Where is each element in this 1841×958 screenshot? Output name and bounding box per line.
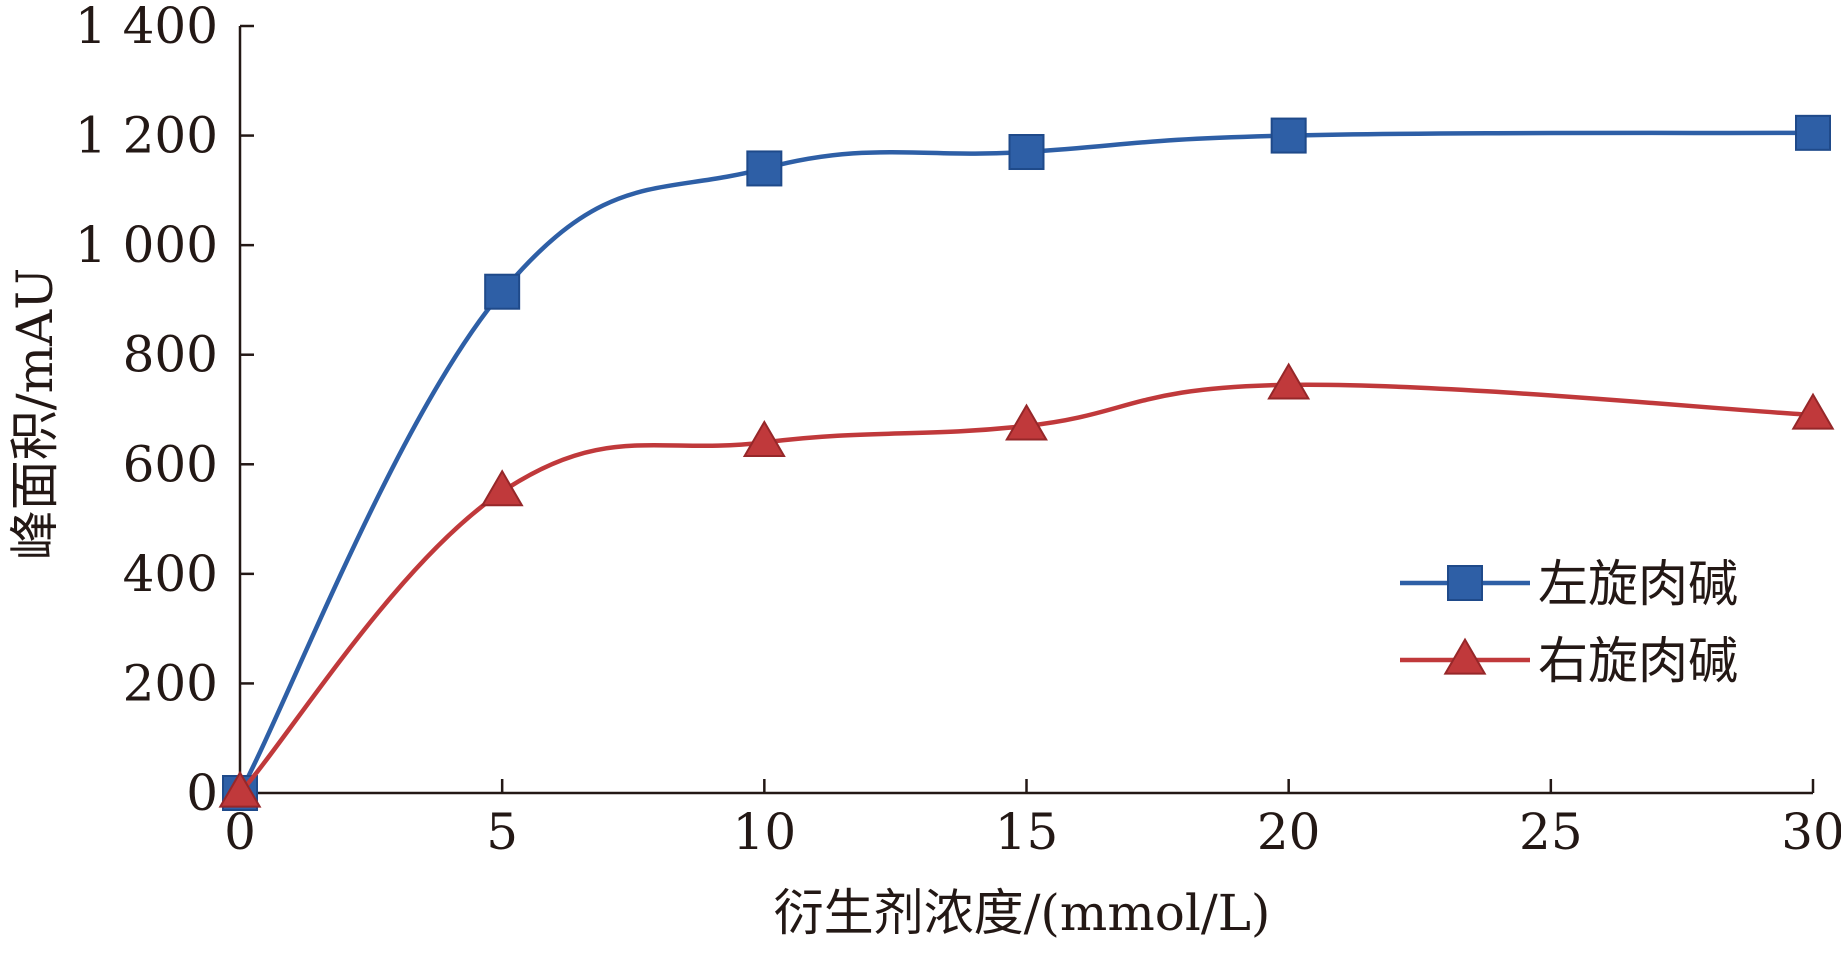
data-point (746, 150, 783, 187)
x-tick-label: 25 (1519, 803, 1583, 861)
x-tick-label: 30 (1781, 803, 1841, 861)
data-point (1008, 134, 1045, 171)
series-line (237, 382, 1816, 796)
legend-item-2: 右旋肉碱 (1400, 632, 1738, 690)
y-tick-label: 1 000 (75, 216, 218, 274)
y-tick-label: 1 200 (75, 107, 218, 165)
legend-marker (1443, 637, 1487, 675)
y-tick-label: 800 (123, 326, 218, 384)
legend-label: 左旋肉碱 (1538, 555, 1738, 613)
legend-marker (1447, 565, 1483, 601)
x-axis-title: 衍生剂浓度/(mmol/L) (774, 884, 1271, 942)
data-point (1005, 403, 1048, 441)
data-point (480, 469, 524, 507)
x-tick-label: 0 (224, 803, 256, 861)
y-tick-label: 400 (123, 545, 218, 603)
x-tick-label: 15 (995, 803, 1059, 861)
axes: 0 200 400 600 800 1 000 1 200 1 400 0 5 10 15 20 25 30 (75, 0, 1841, 861)
x-tick-label: 10 (733, 803, 797, 861)
series-2 (218, 362, 1835, 808)
data-point (1267, 362, 1311, 400)
y-axis-title: 峰面积/mAU (6, 268, 64, 561)
series-1 (222, 114, 1831, 811)
series-line (237, 130, 1816, 796)
y-tick-label: 200 (123, 654, 218, 712)
x-tick-label: 5 (486, 803, 518, 861)
data-point (1270, 117, 1307, 154)
y-tick-label: 0 (186, 764, 218, 822)
legend-item-1: 左旋肉碱 (1400, 555, 1738, 613)
data-point (1795, 114, 1831, 151)
series-layer (218, 114, 1835, 811)
data-point (484, 273, 521, 310)
x-tick-label: 20 (1257, 803, 1321, 861)
data-point (742, 419, 786, 457)
legend-label: 右旋肉碱 (1538, 632, 1738, 690)
data-point (218, 770, 262, 808)
y-tick-label: 1 400 (75, 0, 218, 55)
data-point (1791, 392, 1835, 430)
y-tick-label: 600 (123, 435, 218, 493)
